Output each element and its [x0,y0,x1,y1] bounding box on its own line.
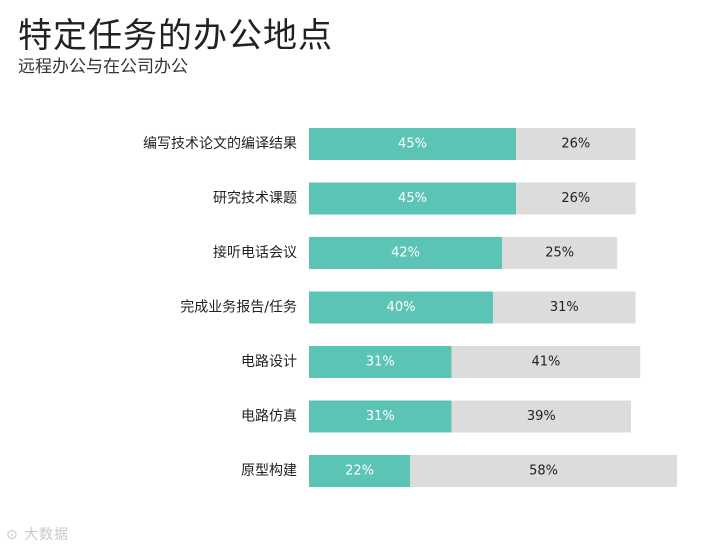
bar-segment-series-2 [451,346,641,378]
data-label-series-1: 22% [345,464,374,479]
bar-segment-series-2 [410,455,677,487]
bar-segment-series-2 [516,128,636,160]
watermark-icon: ⊙ [6,527,19,543]
data-label-series-2: 26% [561,137,590,152]
chart-title: 特定任务的办公地点 [18,16,333,56]
data-label-series-2: 26% [561,191,590,206]
data-label-series-2: 31% [550,300,579,315]
category-label: 电路设计 [241,354,297,370]
bar-segment-series-1 [309,182,516,215]
data-label-series-1: 45% [398,191,427,206]
bar-segment-series-1 [309,346,452,378]
data-label-series-1: 31% [366,409,395,424]
bar-segment-series-1 [309,291,493,324]
data-label-series-2: 58% [529,464,558,479]
bar-segment-series-2 [493,291,636,324]
category-label: 完成业务报告/任务 [180,300,297,316]
data-label-series-1: 45% [398,137,427,152]
data-label-series-1: 31% [366,355,395,370]
bar-segment-series-1 [309,455,411,487]
bar-segment-series-2 [502,237,618,269]
watermark-text: 大数据 [24,527,70,543]
data-label-series-1: 42% [391,246,420,261]
data-label-series-2: 25% [545,246,574,261]
category-label: 编写技术论文的编译结果 [143,136,297,152]
category-label: 电路仿真 [241,409,297,425]
category-label: 研究技术课题 [213,191,297,207]
bar-segment-series-1 [309,128,516,160]
bar-segment-series-1 [309,237,503,269]
data-label-series-1: 40% [387,300,416,315]
watermark-logo: ⊙ 大数据 [6,524,69,544]
bar-segment-series-2 [451,400,631,433]
category-label: 原型构建 [241,463,297,479]
bar-segment-series-1 [309,400,452,433]
bar-segment-series-2 [516,182,636,215]
chart-subtitle: 远程办公与在公司办公 [18,57,188,77]
data-label-series-2: 39% [527,409,556,424]
data-label-series-2: 41% [531,355,560,370]
category-label: 接听电话会议 [213,244,297,261]
